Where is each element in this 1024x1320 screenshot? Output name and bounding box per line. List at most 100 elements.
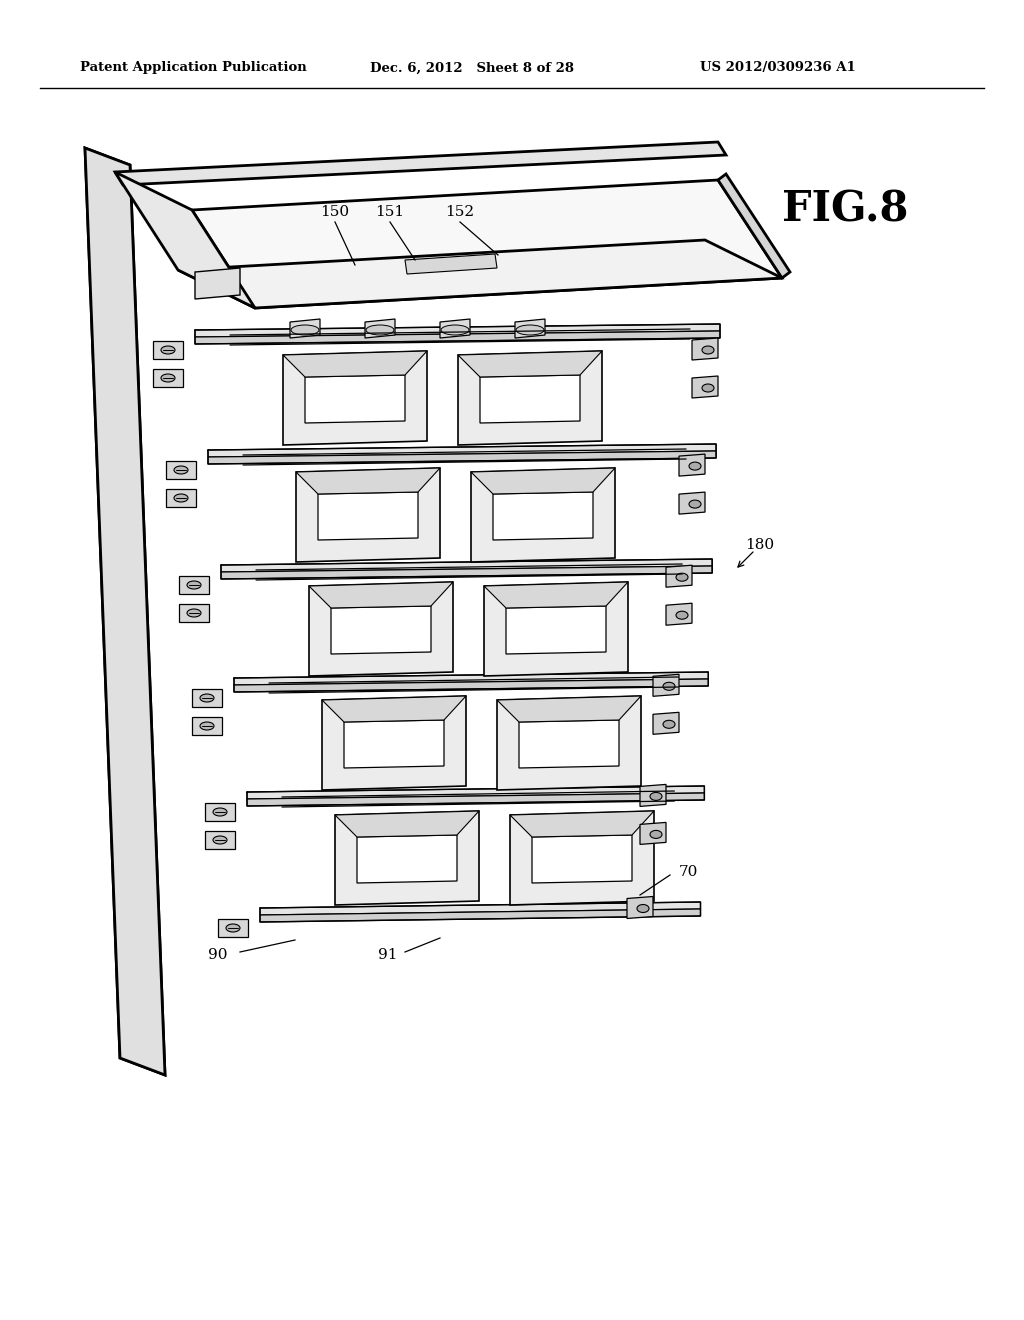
Ellipse shape	[702, 384, 714, 392]
Polygon shape	[718, 174, 790, 279]
Polygon shape	[335, 810, 479, 906]
Text: 150: 150	[321, 205, 349, 219]
Polygon shape	[322, 696, 466, 722]
Polygon shape	[480, 375, 580, 422]
Polygon shape	[497, 696, 641, 789]
Ellipse shape	[637, 904, 649, 912]
Polygon shape	[471, 469, 615, 562]
Ellipse shape	[161, 346, 175, 354]
Polygon shape	[85, 148, 165, 1074]
Text: Patent Application Publication: Patent Application Publication	[80, 62, 307, 74]
Polygon shape	[335, 810, 479, 837]
Ellipse shape	[689, 462, 701, 470]
Ellipse shape	[226, 924, 240, 932]
Ellipse shape	[676, 573, 688, 581]
Polygon shape	[115, 172, 255, 308]
Polygon shape	[247, 785, 705, 799]
Polygon shape	[166, 461, 196, 479]
Polygon shape	[221, 558, 713, 572]
Polygon shape	[627, 896, 653, 919]
Ellipse shape	[516, 325, 544, 335]
Polygon shape	[484, 582, 628, 609]
Polygon shape	[640, 784, 666, 807]
Text: 180: 180	[745, 539, 774, 552]
Polygon shape	[318, 492, 418, 540]
Polygon shape	[290, 319, 319, 338]
Polygon shape	[365, 319, 395, 338]
Polygon shape	[357, 836, 457, 883]
Polygon shape	[510, 810, 654, 837]
Ellipse shape	[213, 836, 227, 843]
Polygon shape	[515, 319, 545, 338]
Ellipse shape	[650, 792, 662, 800]
Polygon shape	[221, 566, 713, 579]
Polygon shape	[283, 351, 427, 445]
Ellipse shape	[200, 722, 214, 730]
Polygon shape	[322, 696, 466, 789]
Polygon shape	[640, 822, 666, 845]
Polygon shape	[510, 810, 654, 906]
Polygon shape	[153, 370, 183, 387]
Ellipse shape	[200, 694, 214, 702]
Polygon shape	[497, 696, 641, 722]
Polygon shape	[208, 444, 716, 457]
Text: 90: 90	[208, 948, 227, 962]
Polygon shape	[195, 268, 240, 300]
Text: 152: 152	[445, 205, 474, 219]
Polygon shape	[331, 606, 431, 653]
Polygon shape	[692, 338, 718, 360]
Polygon shape	[666, 565, 692, 587]
Polygon shape	[440, 319, 470, 338]
Polygon shape	[208, 451, 716, 465]
Polygon shape	[193, 717, 222, 735]
Ellipse shape	[187, 609, 201, 616]
Ellipse shape	[441, 325, 469, 335]
Ellipse shape	[161, 374, 175, 381]
Ellipse shape	[702, 346, 714, 354]
Ellipse shape	[213, 808, 227, 816]
Ellipse shape	[174, 494, 188, 502]
Ellipse shape	[663, 682, 675, 690]
Polygon shape	[205, 803, 234, 821]
Polygon shape	[166, 488, 196, 507]
Ellipse shape	[663, 721, 675, 729]
Polygon shape	[406, 253, 497, 275]
Polygon shape	[458, 351, 602, 445]
Text: US 2012/0309236 A1: US 2012/0309236 A1	[700, 62, 856, 74]
Ellipse shape	[174, 466, 188, 474]
Polygon shape	[305, 375, 406, 422]
Polygon shape	[234, 672, 709, 685]
Polygon shape	[309, 582, 453, 676]
Polygon shape	[193, 180, 782, 308]
Polygon shape	[178, 240, 782, 308]
Polygon shape	[260, 909, 700, 921]
Polygon shape	[193, 689, 222, 708]
Polygon shape	[653, 675, 679, 697]
Polygon shape	[458, 351, 602, 378]
Polygon shape	[195, 331, 720, 345]
Ellipse shape	[187, 581, 201, 589]
Polygon shape	[506, 606, 606, 653]
Ellipse shape	[291, 325, 319, 335]
Polygon shape	[296, 469, 440, 494]
Polygon shape	[692, 376, 718, 399]
Polygon shape	[179, 576, 209, 594]
Text: 151: 151	[376, 205, 404, 219]
Polygon shape	[205, 832, 234, 849]
Text: 70: 70	[678, 865, 697, 879]
Polygon shape	[260, 902, 700, 915]
Text: FIG.8: FIG.8	[781, 189, 908, 231]
Polygon shape	[153, 341, 183, 359]
Polygon shape	[218, 919, 248, 937]
Polygon shape	[283, 351, 427, 378]
Polygon shape	[296, 469, 440, 562]
Ellipse shape	[650, 830, 662, 838]
Polygon shape	[484, 582, 628, 676]
Ellipse shape	[676, 611, 688, 619]
Polygon shape	[195, 323, 720, 337]
Polygon shape	[532, 836, 632, 883]
Polygon shape	[666, 603, 692, 626]
Polygon shape	[519, 719, 618, 768]
Polygon shape	[493, 492, 593, 540]
Text: Dec. 6, 2012   Sheet 8 of 28: Dec. 6, 2012 Sheet 8 of 28	[370, 62, 574, 74]
